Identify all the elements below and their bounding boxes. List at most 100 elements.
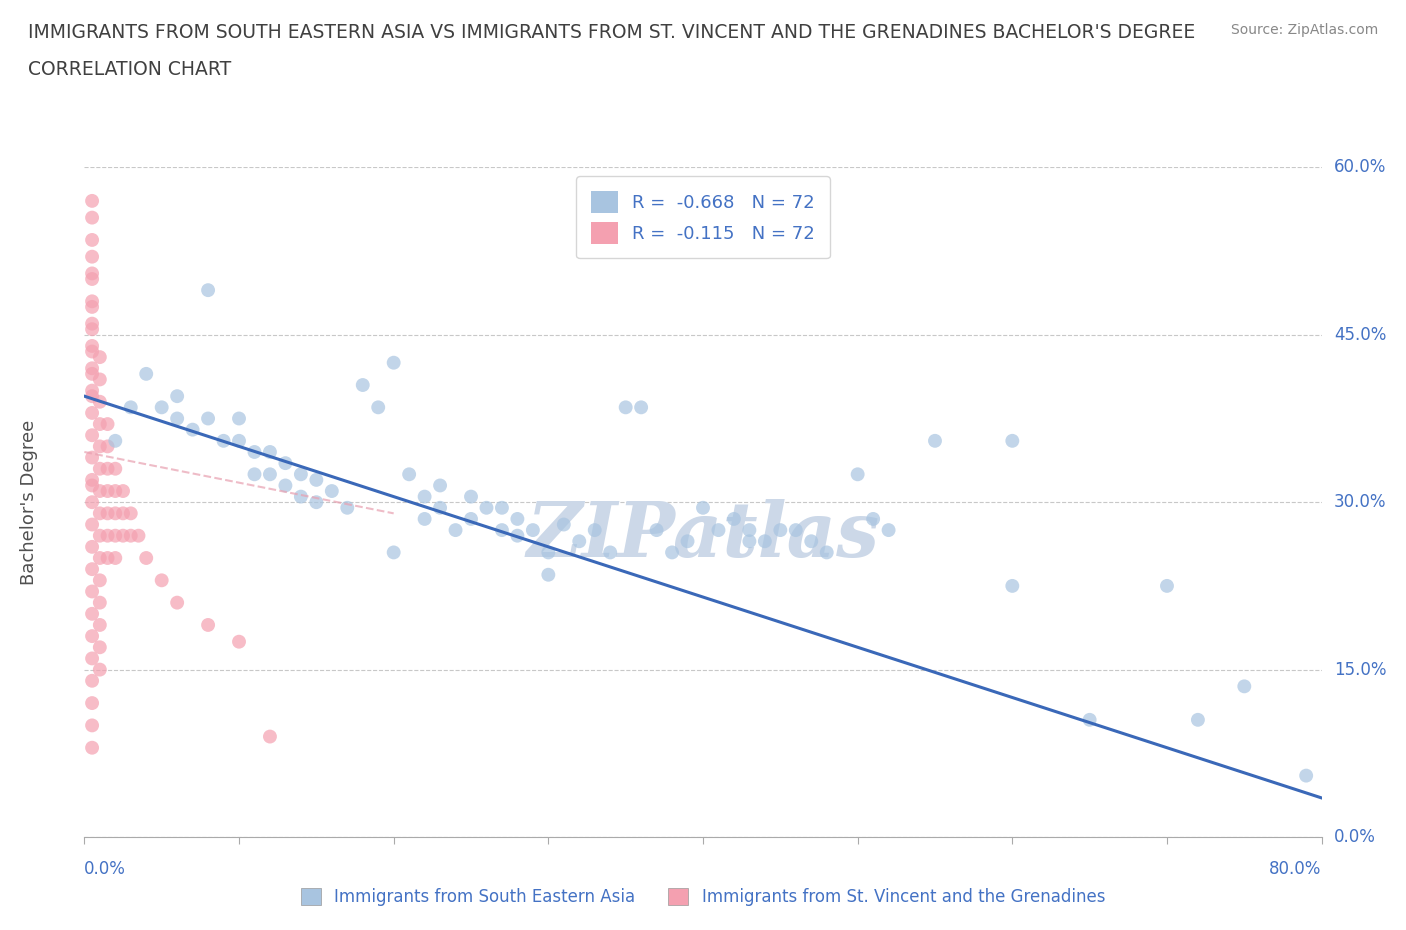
Point <box>82 606 104 621</box>
Point <box>82 472 104 487</box>
Point <box>96 528 118 543</box>
Point <box>82 495 104 510</box>
Point <box>82 562 104 577</box>
Point <box>82 272 104 286</box>
Point <box>537 567 560 582</box>
Point <box>89 350 111 365</box>
Point <box>413 489 436 504</box>
Point <box>89 439 111 454</box>
Point <box>89 551 111 565</box>
Text: Source: ZipAtlas.com: Source: ZipAtlas.com <box>1230 23 1378 37</box>
Point <box>82 193 104 208</box>
Point <box>82 629 104 644</box>
Point <box>259 467 281 482</box>
Point <box>1078 712 1101 727</box>
Point <box>1001 433 1024 448</box>
Point <box>769 523 792 538</box>
Point <box>707 523 730 538</box>
Point <box>82 651 104 666</box>
Point <box>82 405 104 420</box>
Point <box>112 528 135 543</box>
Point <box>815 545 838 560</box>
Text: 60.0%: 60.0% <box>1334 158 1386 177</box>
Point <box>212 433 235 448</box>
Point <box>367 400 389 415</box>
Point <box>82 428 104 443</box>
Point <box>89 417 111 432</box>
Point <box>1156 578 1178 593</box>
Point <box>259 729 281 744</box>
Point <box>321 484 343 498</box>
Point <box>82 344 104 359</box>
Text: 45.0%: 45.0% <box>1334 326 1386 344</box>
Point <box>96 439 118 454</box>
Text: Bachelor's Degree: Bachelor's Degree <box>20 419 38 585</box>
Point <box>181 422 204 437</box>
Point <box>553 517 575 532</box>
Point <box>82 210 104 225</box>
Point <box>460 489 482 504</box>
Point <box>444 523 467 538</box>
Point <box>82 366 104 381</box>
Point <box>82 517 104 532</box>
Point <box>127 528 149 543</box>
Point <box>862 512 884 526</box>
Point <box>197 618 219 632</box>
Point <box>305 472 328 487</box>
Point <box>82 696 104 711</box>
Point <box>166 389 188 404</box>
Point <box>800 534 823 549</box>
Point <box>166 411 188 426</box>
Point <box>274 456 297 471</box>
Point <box>491 500 513 515</box>
Point <box>82 294 104 309</box>
Point <box>738 534 761 549</box>
Point <box>228 634 250 649</box>
Point <box>475 500 498 515</box>
Point <box>583 523 606 538</box>
Point <box>89 506 111 521</box>
Text: 80.0%: 80.0% <box>1270 860 1322 878</box>
Text: IMMIGRANTS FROM SOUTH EASTERN ASIA VS IMMIGRANTS FROM ST. VINCENT AND THE GRENAD: IMMIGRANTS FROM SOUTH EASTERN ASIA VS IM… <box>28 23 1195 42</box>
Point <box>1295 768 1317 783</box>
Point <box>104 551 127 565</box>
Point <box>82 478 104 493</box>
Legend: Immigrants from South Eastern Asia, Immigrants from St. Vincent and the Grenadin: Immigrants from South Eastern Asia, Immi… <box>294 881 1112 912</box>
Point <box>537 545 560 560</box>
Point <box>506 528 529 543</box>
Point <box>82 539 104 554</box>
Point <box>243 445 266 459</box>
Point <box>104 484 127 498</box>
Point <box>676 534 699 549</box>
Point <box>506 512 529 526</box>
Point <box>82 316 104 331</box>
Point <box>89 528 111 543</box>
Point <box>89 573 111 588</box>
Point <box>460 512 482 526</box>
Point <box>1001 578 1024 593</box>
Point <box>568 534 591 549</box>
Point <box>924 433 946 448</box>
Point <box>120 528 142 543</box>
Point <box>89 372 111 387</box>
Point <box>429 500 451 515</box>
Point <box>135 551 157 565</box>
Point <box>120 506 142 521</box>
Point <box>228 411 250 426</box>
Point <box>96 461 118 476</box>
Point <box>290 467 312 482</box>
Point <box>290 489 312 504</box>
Point <box>82 322 104 337</box>
Point <box>491 523 513 538</box>
Point <box>150 400 173 415</box>
Text: 30.0%: 30.0% <box>1334 493 1386 512</box>
Text: CORRELATION CHART: CORRELATION CHART <box>28 60 232 79</box>
Point <box>82 299 104 314</box>
Point <box>382 355 405 370</box>
Text: 0.0%: 0.0% <box>84 860 127 878</box>
Point <box>82 339 104 353</box>
Point <box>661 545 683 560</box>
Point <box>228 433 250 448</box>
Point <box>1233 679 1256 694</box>
Point <box>197 283 219 298</box>
